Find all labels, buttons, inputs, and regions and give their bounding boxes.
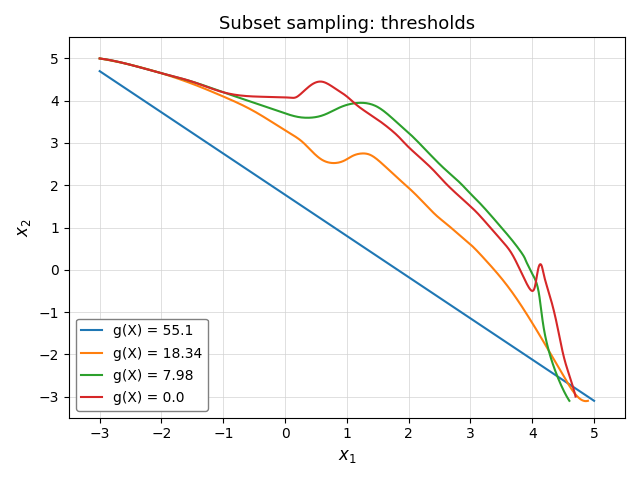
Title: Subset sampling: thresholds: Subset sampling: thresholds (219, 15, 475, 33)
g(X) = 7.98 (525, 265, 533, 271)
g(X) = 7.98 (558, 384, 566, 390)
g(X) = 0.0 (538, 263, 545, 269)
g(X) = 0.0 (446, 184, 454, 190)
g(X) = 7.98 (96, 56, 104, 61)
g(X) = 0.0 (572, 394, 579, 399)
g(X) = 18.34 (383, 165, 390, 171)
Line: g(X) = 55.1: g(X) = 55.1 (100, 71, 594, 401)
g(X) = 7.98 (566, 398, 573, 404)
g(X) = 55.1 (96, 68, 104, 74)
Line: g(X) = 0.0: g(X) = 0.0 (100, 59, 575, 396)
g(X) = 0.0 (567, 376, 575, 382)
g(X) = 55.1 (333, 227, 341, 233)
Line: g(X) = 18.34: g(X) = 18.34 (100, 59, 588, 401)
g(X) = 7.98 (411, 135, 419, 141)
g(X) = 55.1 (579, 390, 586, 396)
g(X) = 0.0 (417, 156, 425, 162)
g(X) = 55.1 (390, 264, 398, 270)
g(X) = 55.1 (590, 398, 598, 404)
g(X) = 7.98 (407, 132, 415, 138)
g(X) = 55.1 (364, 247, 371, 252)
g(X) = 7.98 (448, 172, 456, 178)
g(X) = 18.34 (576, 396, 584, 402)
g(X) = 0.0 (474, 211, 482, 217)
X-axis label: $x_1$: $x_1$ (337, 447, 356, 465)
Legend: g(X) = 55.1, g(X) = 18.34, g(X) = 7.98, g(X) = 0.0: g(X) = 55.1, g(X) = 18.34, g(X) = 7.98, … (76, 319, 208, 411)
g(X) = 0.0 (421, 159, 429, 165)
g(X) = 18.34 (582, 398, 590, 404)
g(X) = 0.0 (96, 56, 104, 61)
g(X) = 55.1 (331, 225, 339, 230)
Line: g(X) = 7.98: g(X) = 7.98 (100, 59, 570, 401)
g(X) = 7.98 (467, 192, 475, 197)
g(X) = 18.34 (436, 216, 444, 221)
g(X) = 18.34 (96, 56, 104, 61)
Y-axis label: $x_2$: $x_2$ (15, 218, 33, 237)
g(X) = 18.34 (412, 192, 420, 198)
g(X) = 18.34 (380, 162, 388, 168)
g(X) = 55.1 (501, 338, 509, 344)
g(X) = 18.34 (522, 310, 530, 316)
g(X) = 18.34 (584, 398, 592, 404)
